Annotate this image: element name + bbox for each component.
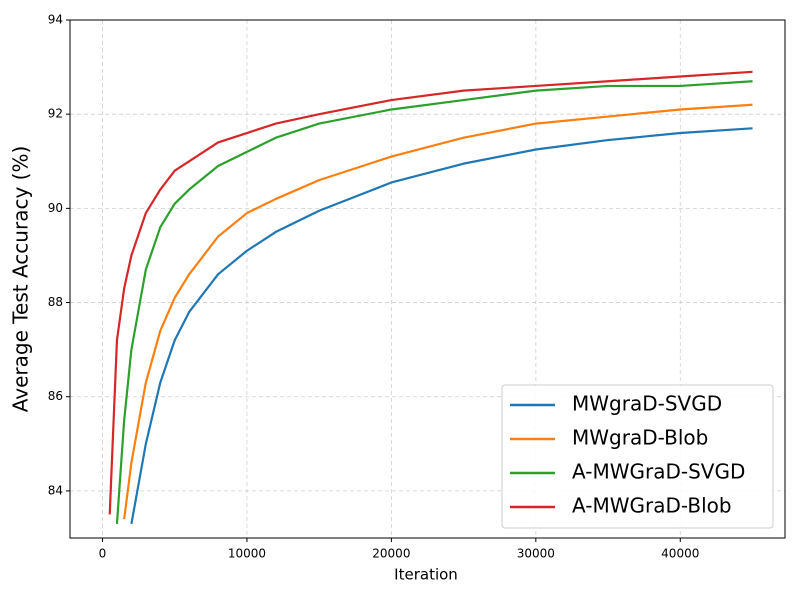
y-tick-label: 86 [48,389,63,403]
line-series [108,70,753,515]
plot-area [108,70,753,525]
y-tick-label: 88 [48,295,63,309]
legend-label: MWgraD-SVGD [572,392,722,416]
x-tick-label: 40000 [661,547,699,561]
legend-label: MWgraD-Blob [572,426,708,450]
y-axis-label: Average Test Accuracy (%) [9,146,33,413]
x-tick-label: 10000 [228,547,266,561]
y-tick-label: 84 [48,483,63,497]
y-tick-label: 90 [48,201,63,215]
line-series [130,127,753,525]
line-series [115,80,753,524]
x-tick-label: 20000 [372,547,410,561]
x-tick-label: 0 [99,547,107,561]
line-series [123,103,753,520]
y-tick-label: 94 [48,13,63,27]
x-axis-label: Iteration [394,566,458,584]
legend-box [501,384,774,529]
y-tick-label: 92 [48,107,63,121]
x-tick-label: 30000 [517,547,555,561]
legend-label: A-MWGraD-SVGD [572,460,745,484]
legend-label: A-MWGraD-Blob [572,494,732,518]
plot-frame [69,19,786,539]
